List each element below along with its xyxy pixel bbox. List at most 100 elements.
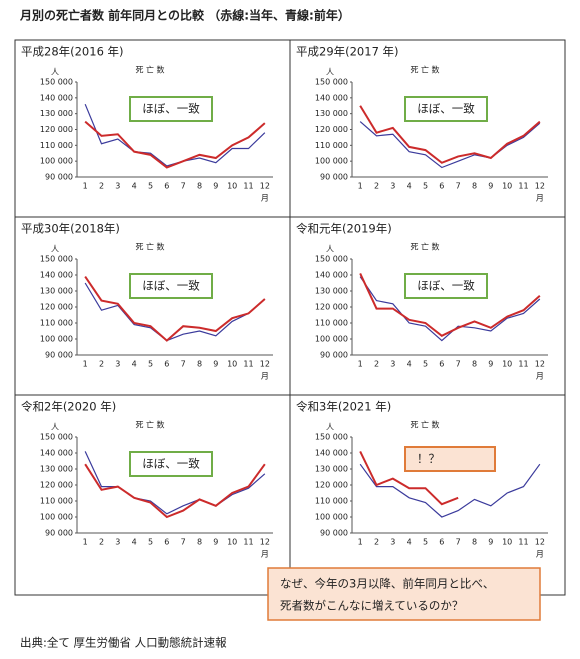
- y-tick-label: 110 000: [315, 497, 348, 506]
- x-tick-label: 9: [488, 182, 493, 191]
- frame: [14, 39, 566, 596]
- panel-label: 平成29年(2017 年): [296, 45, 399, 59]
- x-tick-label: 10: [502, 182, 512, 191]
- annotation: ほぼ、一致: [417, 279, 475, 293]
- y-tick-label: 130 000: [40, 465, 73, 474]
- x-tick-label: 7: [181, 360, 186, 369]
- x-tick-label: 5: [423, 538, 428, 547]
- x-tick-label: 2: [374, 182, 379, 191]
- x-tick-label: 9: [213, 182, 218, 191]
- y-tick-label: 140 000: [315, 93, 348, 102]
- x-tick-label: 11: [243, 182, 253, 191]
- y-tick-label: 150 000: [315, 78, 348, 87]
- x-axis-label: 月: [261, 372, 269, 381]
- chart-title: 死 亡 数: [410, 420, 439, 430]
- annotation: ほぼ、一致: [417, 102, 475, 116]
- y-tick-label: 90 000: [320, 529, 348, 538]
- x-tick-label: 10: [227, 538, 237, 547]
- y-tick-label: 140 000: [40, 449, 73, 458]
- x-tick-label: 2: [374, 538, 379, 547]
- annotation: ！？: [417, 452, 440, 466]
- x-tick-label: 2: [99, 182, 104, 191]
- y-tick-label: 110 000: [40, 497, 73, 506]
- x-axis-label: 月: [536, 194, 544, 203]
- y-tick-label: 120 000: [40, 481, 73, 490]
- chart-title: 死 亡 数: [135, 242, 164, 252]
- x-tick-label: 4: [407, 538, 412, 547]
- x-tick-label: 1: [83, 360, 88, 369]
- x-tick-label: 5: [148, 182, 153, 191]
- x-tick-label: 2: [99, 538, 104, 547]
- y-tick-label: 110 000: [315, 141, 348, 150]
- y-tick-label: 140 000: [315, 271, 348, 280]
- x-tick-label: 7: [456, 182, 461, 191]
- x-tick-label: 11: [243, 360, 253, 369]
- x-tick-label: 1: [83, 182, 88, 191]
- annotation: ほぼ、一致: [142, 457, 200, 471]
- y-tick-label: 130 000: [40, 109, 73, 118]
- x-tick-label: 5: [148, 538, 153, 547]
- series-line: [359, 121, 541, 169]
- y-tick-label: 90 000: [45, 529, 73, 538]
- y-tick-label: 100 000: [40, 513, 73, 522]
- x-tick-label: 8: [472, 538, 477, 547]
- y-tick-label: 120 000: [40, 303, 73, 312]
- y-tick-label: 100 000: [315, 157, 348, 166]
- x-tick-label: 8: [197, 360, 202, 369]
- y-tick-label: 130 000: [315, 465, 348, 474]
- x-tick-label: 11: [518, 360, 528, 369]
- x-tick-label: 12: [535, 538, 545, 547]
- panel-label: 令和元年(2019年): [296, 222, 392, 236]
- x-tick-label: 1: [358, 538, 363, 547]
- x-tick-label: 3: [115, 182, 120, 191]
- x-axis-label: 月: [536, 372, 544, 381]
- annotation: ほぼ、一致: [142, 279, 200, 293]
- annotation-box: [404, 446, 496, 472]
- panel-label: 平成28年(2016 年): [21, 45, 124, 59]
- y-tick-label: 130 000: [315, 287, 348, 296]
- x-tick-label: 6: [164, 538, 169, 547]
- x-tick-label: 8: [197, 182, 202, 191]
- y-axis-label: 人: [51, 423, 59, 432]
- y-tick-label: 120 000: [315, 125, 348, 134]
- x-tick-label: 4: [407, 360, 412, 369]
- series-line: [359, 105, 541, 164]
- x-tick-label: 5: [423, 182, 428, 191]
- x-tick-label: 1: [358, 182, 363, 191]
- x-tick-label: 5: [148, 360, 153, 369]
- x-tick-label: 7: [456, 538, 461, 547]
- x-tick-label: 12: [535, 182, 545, 191]
- chart-title: 死 亡 数: [410, 65, 439, 75]
- x-tick-label: 11: [518, 538, 528, 547]
- annotation-box: [129, 96, 213, 122]
- x-tick-label: 9: [488, 538, 493, 547]
- y-tick-label: 100 000: [40, 335, 73, 344]
- x-tick-label: 3: [115, 360, 120, 369]
- x-tick-label: 9: [213, 538, 218, 547]
- y-tick-label: 150 000: [315, 433, 348, 442]
- x-tick-label: 2: [374, 360, 379, 369]
- x-tick-label: 9: [213, 360, 218, 369]
- y-tick-label: 150 000: [40, 433, 73, 442]
- y-tick-label: 90 000: [320, 351, 348, 360]
- series-line: [84, 463, 266, 519]
- x-tick-label: 7: [181, 538, 186, 547]
- x-tick-label: 3: [390, 538, 395, 547]
- x-tick-label: 3: [390, 360, 395, 369]
- y-tick-label: 100 000: [315, 335, 348, 344]
- y-tick-label: 120 000: [40, 125, 73, 134]
- x-tick-label: 1: [83, 538, 88, 547]
- x-tick-label: 5: [423, 360, 428, 369]
- y-tick-label: 110 000: [40, 141, 73, 150]
- source-note: 出典:全て 厚生労働省 人口動態統計速報: [20, 636, 227, 650]
- x-tick-label: 8: [472, 360, 477, 369]
- y-tick-label: 130 000: [40, 287, 73, 296]
- x-tick-label: 8: [197, 538, 202, 547]
- y-tick-label: 150 000: [315, 255, 348, 264]
- x-tick-label: 12: [260, 360, 270, 369]
- series-line: [359, 272, 541, 337]
- x-tick-label: 4: [132, 182, 137, 191]
- x-tick-label: 2: [99, 360, 104, 369]
- y-axis-label: 人: [326, 68, 334, 77]
